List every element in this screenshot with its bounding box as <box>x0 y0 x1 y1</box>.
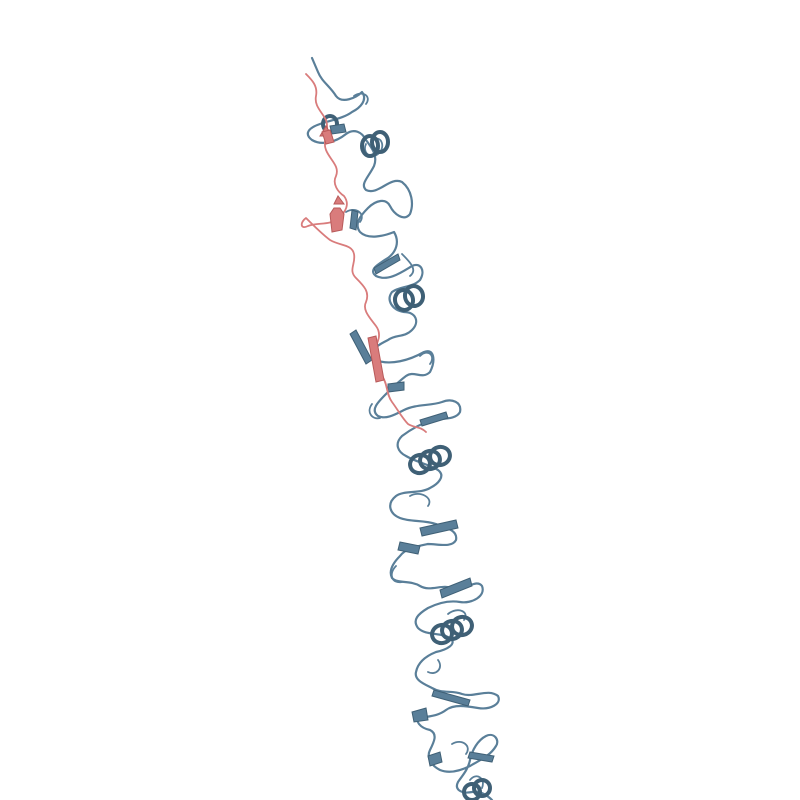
helix-turn <box>472 778 492 798</box>
helix-turn <box>428 444 452 468</box>
chain-a-ribbon <box>306 56 500 800</box>
chain-a-strands <box>329 123 495 767</box>
helix-turn <box>392 288 416 312</box>
helix-turn <box>402 284 426 308</box>
helix-turn <box>462 782 482 800</box>
helix-turn <box>440 618 464 642</box>
chain-b-strands <box>319 125 385 383</box>
helix-turn <box>450 614 474 638</box>
chain-b-ribbon <box>300 73 427 433</box>
helix-turn <box>370 130 390 154</box>
helix-turn <box>418 448 442 472</box>
chain-a-helices <box>321 114 492 800</box>
helix-turn <box>360 134 380 158</box>
